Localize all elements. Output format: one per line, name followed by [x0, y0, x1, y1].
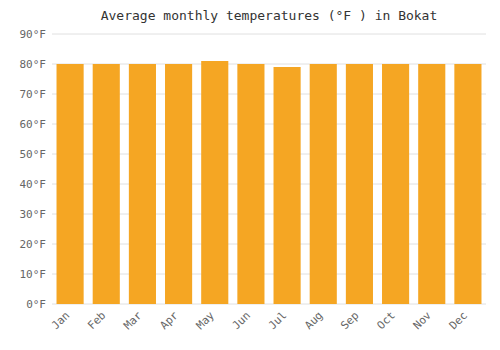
x-tick-label: Nov — [411, 309, 435, 333]
bar — [274, 67, 301, 304]
bar — [93, 64, 120, 304]
y-tick-label: 60°F — [20, 118, 47, 131]
y-tick-label: 40°F — [20, 178, 47, 191]
bar — [201, 61, 228, 304]
bar — [382, 64, 409, 304]
x-tick-label: Dec — [447, 309, 470, 332]
bars — [57, 61, 482, 304]
bar — [418, 64, 445, 304]
bar — [237, 64, 264, 304]
bar — [454, 64, 481, 304]
x-tick-label: Sep — [338, 309, 361, 332]
x-tick-label: Mar — [121, 309, 145, 333]
bar — [57, 64, 84, 304]
y-tick-label: 10°F — [20, 268, 47, 281]
y-tick-label: 20°F — [20, 238, 47, 251]
chart: Average monthly temperatures (°F ) in Bo… — [0, 0, 500, 350]
x-tick-label: Oct — [374, 309, 397, 332]
x-tick-label: Apr — [157, 309, 181, 333]
x-tick-label: Jul — [266, 309, 289, 332]
grid-line — [52, 34, 486, 35]
grid — [52, 34, 486, 304]
bar — [310, 64, 337, 304]
y-tick-label: 50°F — [20, 148, 47, 161]
title: Average monthly temperatures (°F ) in Bo… — [101, 8, 438, 23]
y-tick-label: 30°F — [20, 208, 47, 221]
x-tick-label: May — [194, 309, 218, 333]
y-tick-label: 70°F — [20, 88, 47, 101]
bar — [346, 64, 373, 304]
x-tick-label: Jun — [230, 309, 253, 332]
y-tick-label: 0°F — [26, 298, 46, 311]
y-tick-label: 90°F — [20, 28, 47, 41]
bar — [165, 64, 192, 304]
y-tick-label: 80°F — [20, 58, 47, 71]
x-tick-label: Feb — [85, 309, 108, 332]
bar — [129, 64, 156, 304]
x-tick-label: Aug — [302, 309, 325, 332]
x-tick-label: Jan — [49, 309, 72, 332]
